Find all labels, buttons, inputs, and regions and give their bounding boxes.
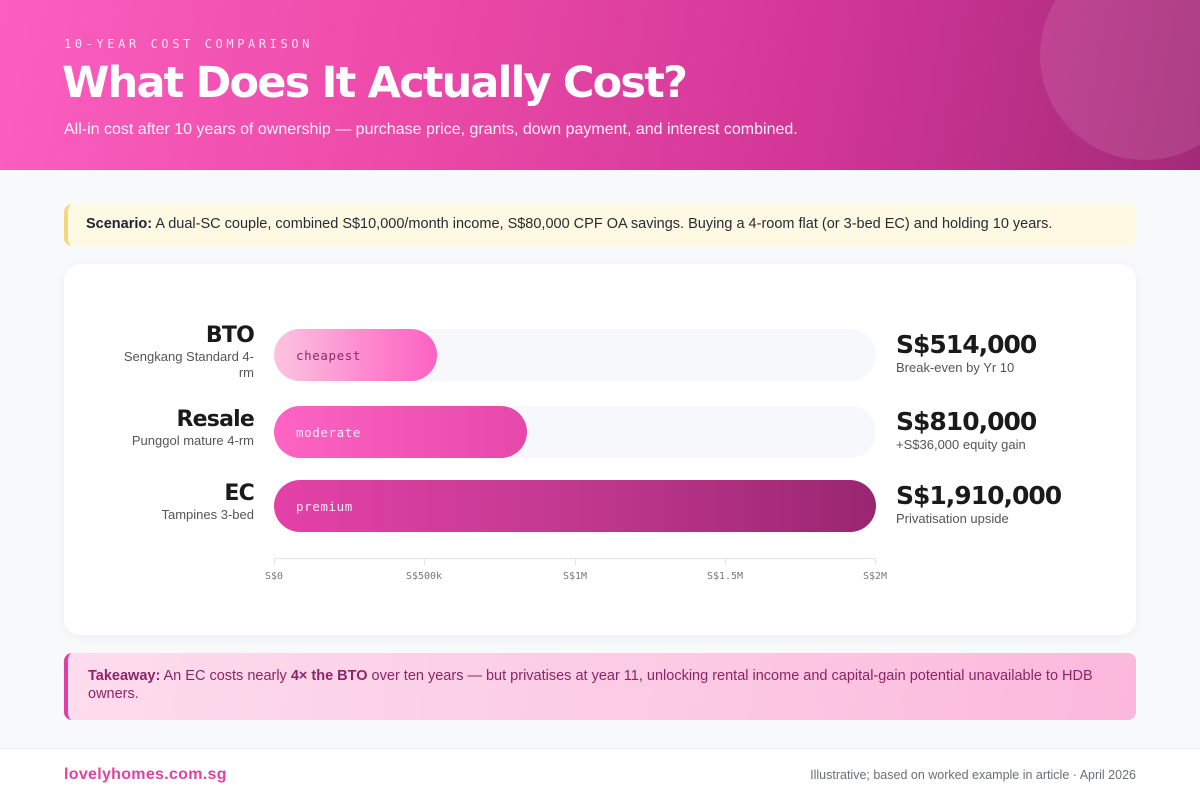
takeaway-callout: Takeaway: An EC costs nearly 4× the BTO …: [64, 653, 1136, 720]
bar-tag: premium: [296, 498, 353, 514]
row-label-bto: BTO Sengkang Standard 4-rm: [54, 323, 255, 381]
category-subtitle: Punggol mature 4-rm: [131, 433, 254, 448]
page-subtitle: All-in cost after 10 years of ownership …: [64, 121, 798, 138]
row-label-resale: Resale Punggol mature 4-rm: [54, 407, 255, 449]
takeaway-label: Takeaway:: [88, 668, 161, 684]
value-amount: S$810,000: [896, 407, 1037, 436]
x-tick-label: S$500k: [405, 571, 443, 582]
category-name: BTO: [205, 323, 255, 348]
category-subtitle: Tampines 3-bed: [161, 507, 255, 522]
row-label-ec: EC Tampines 3-bed: [54, 481, 255, 523]
value-resale: S$810,000 +S$36,000 equity gain: [896, 407, 1037, 452]
bar-bto: cheapest: [274, 329, 437, 381]
scenario-callout: Scenario: A dual-SC couple, combined S$1…: [64, 204, 1136, 246]
bar-track-bto: cheapest: [274, 329, 876, 381]
value-bto: S$514,000 Break-even by Yr 10: [896, 330, 1037, 375]
hero-header: 10-YEAR COST COMPARISON What Does It Act…: [0, 0, 1200, 170]
category-name: EC: [224, 481, 254, 506]
value-amount: S$514,000: [896, 330, 1037, 359]
x-tick-label: S$2M: [862, 571, 888, 582]
bar-resale: moderate: [274, 406, 527, 458]
category-name: Resale: [176, 407, 255, 432]
footer: lovelyhomes.com.sg Illustrative; based o…: [0, 748, 1200, 800]
x-tick: [575, 558, 576, 565]
value-note: +S$36,000 equity gain: [896, 437, 1026, 452]
bar-track-resale: moderate: [274, 406, 876, 458]
bar-ec: premium: [274, 480, 876, 532]
value-note: Privatisation upside: [896, 511, 1009, 526]
footnote: Illustrative; based on worked example in…: [810, 768, 1136, 782]
takeaway-text-a: An EC costs nearly: [160, 668, 291, 684]
value-amount: S$1,910,000: [896, 481, 1062, 510]
page-title: What Does It Actually Cost?: [62, 58, 688, 108]
takeaway-emphasis: 4× the BTO: [290, 668, 368, 684]
brand-link[interactable]: lovelyhomes.com.sg: [64, 766, 227, 783]
x-tick: [424, 558, 425, 565]
bar-track-ec: premium: [274, 480, 876, 532]
x-tick-label: S$1.5M: [706, 571, 744, 582]
x-tick: [725, 558, 726, 565]
decorative-circle: [1040, 0, 1200, 160]
x-tick: [274, 558, 275, 565]
scenario-label: Scenario:: [86, 216, 153, 232]
takeaway-text-b: over ten years — but privatises at year …: [88, 668, 1093, 702]
value-note: Break-even by Yr 10: [896, 360, 1015, 375]
eyebrow-label: 10-YEAR COST COMPARISON: [64, 37, 313, 51]
scenario-text: A dual-SC couple, combined S$10,000/mont…: [152, 216, 1053, 232]
bar-tag: moderate: [296, 424, 362, 440]
bar-tag: cheapest: [296, 347, 362, 363]
x-tick: [875, 558, 876, 565]
value-ec: S$1,910,000 Privatisation upside: [896, 481, 1062, 526]
x-tick-label: S$0: [264, 571, 284, 582]
category-subtitle: Sengkang Standard 4-rm: [123, 349, 254, 380]
x-tick-label: S$1M: [562, 571, 588, 582]
